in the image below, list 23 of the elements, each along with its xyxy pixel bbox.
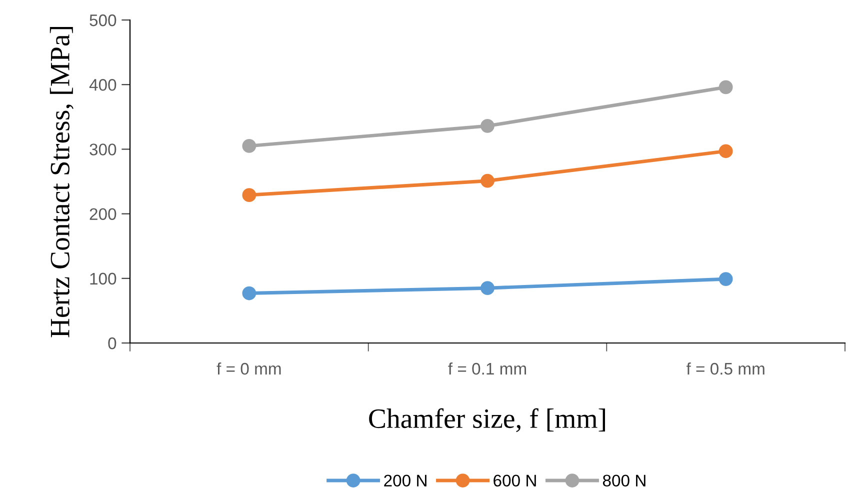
y-tick-label: 0 xyxy=(108,337,116,350)
x-tick-label: f = 0 mm xyxy=(216,362,281,375)
point xyxy=(480,119,494,133)
point xyxy=(242,139,256,153)
point xyxy=(480,281,494,296)
y-tick-label: 500 xyxy=(90,14,116,26)
legend-label: 200 N xyxy=(384,474,426,487)
y-axis-title: Hertz Contact Stress, [MPa] xyxy=(50,26,74,338)
y-tick-label: 400 xyxy=(89,79,116,91)
point xyxy=(718,272,733,286)
x-axis-title: Chamfer size, f [mm] xyxy=(369,408,605,432)
point xyxy=(242,188,256,202)
point xyxy=(480,174,494,188)
point xyxy=(718,80,733,94)
x-tick-label: f = 0.5 mm xyxy=(686,362,764,375)
point xyxy=(718,144,733,158)
legend-label: 800 N xyxy=(602,474,646,487)
y-tick-label: 300 xyxy=(90,144,116,156)
y-tick-label: 100 xyxy=(90,272,116,285)
x-tick-label: f = 0.1 mm xyxy=(448,362,526,375)
legend-label: 600 N xyxy=(494,474,536,487)
y-tick-label: 200 xyxy=(90,208,116,220)
point xyxy=(242,286,256,300)
